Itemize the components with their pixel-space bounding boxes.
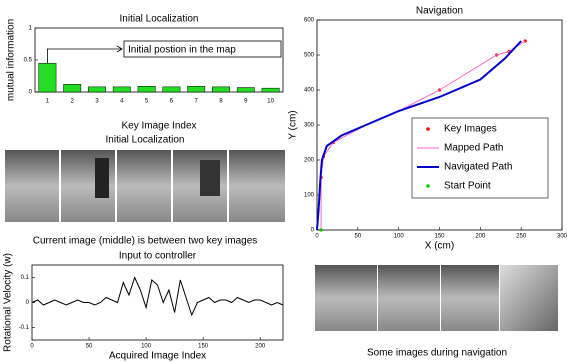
x-tick-label: 50 [354, 234, 361, 240]
legend-box [411, 117, 549, 199]
legend-label: Key Images [444, 124, 497, 135]
legend-marker [426, 184, 430, 188]
y-tick-label: 0 [311, 228, 315, 234]
x-tick-label: 50 [86, 344, 93, 350]
bar [236, 87, 255, 93]
x-tick-label: 8 [219, 99, 223, 105]
y-axis-label: Y (cm) [288, 110, 299, 139]
bar [261, 87, 280, 93]
x-tick-label: 100 [141, 344, 152, 350]
line [316, 40, 522, 231]
y-tick-label: 600 [304, 18, 315, 24]
annotation: Initial postion in the map [128, 45, 236, 56]
strip-title: Initial Localization [106, 135, 185, 146]
nav-images [315, 265, 558, 331]
x-tick-label: 0 [315, 234, 319, 240]
bar [112, 86, 131, 93]
y-tick-label: 200 [304, 158, 315, 164]
y-axis-label: Rotational Velocity (w) [3, 253, 14, 352]
y-tick-label: 0.5 [24, 58, 33, 64]
x-tick-label: 150 [198, 344, 209, 350]
annotation-box [123, 40, 282, 58]
x-tick-label: 1 [46, 99, 50, 105]
chart-title: Initial Localization [120, 14, 199, 25]
x-tick-label: 5 [145, 99, 149, 105]
legend-label: Start Point [444, 181, 491, 192]
marker [319, 228, 323, 232]
bar [187, 85, 206, 93]
x-tick-label: 100 [394, 234, 405, 240]
x-tick-label: 200 [255, 344, 266, 350]
x-axis-label: Key Image Index [121, 121, 196, 132]
x-axis-label: X (cm) [425, 241, 454, 252]
x-tick-label: 0 [30, 344, 34, 350]
bar [162, 86, 181, 93]
x-tick-label: 9 [244, 99, 248, 105]
y-tick-label: 100 [304, 193, 315, 199]
x-tick-label: 250 [516, 234, 527, 240]
x-tick-label: 3 [95, 99, 99, 105]
chart-title: Input to controller [119, 251, 197, 262]
x-tick-label: 150 [434, 234, 445, 240]
annotation-arrow [47, 45, 123, 64]
y-tick-label: 400 [304, 88, 315, 94]
y-tick-label: 300 [304, 123, 315, 129]
strip-caption: Current image (middle) is between two ke… [33, 236, 258, 247]
x-tick-label: 2 [71, 99, 75, 105]
bar [63, 84, 82, 93]
bar [38, 62, 57, 93]
x-axis-label: Acquired Image Index [109, 351, 206, 362]
legend-label: Navigated Path [444, 162, 512, 173]
plot-frame [34, 27, 284, 93]
legend-marker [426, 127, 430, 131]
x-tick-label: 10 [267, 99, 274, 105]
y-tick-label: 500 [304, 53, 315, 59]
x-tick-label: 7 [195, 99, 199, 105]
bar [137, 85, 156, 93]
chart-title: Navigation [416, 6, 463, 17]
line [31, 276, 284, 317]
y-tick-label: 0.1 [21, 275, 30, 281]
image-strip [5, 150, 285, 222]
x-tick-label: 4 [120, 99, 124, 105]
plot-frame [31, 264, 284, 341]
x-tick-label: 300 [557, 234, 567, 240]
x-tick-label: 6 [170, 99, 174, 105]
y-tick-label: -0.1 [19, 325, 30, 331]
bar [88, 86, 106, 93]
y-tick-label: 1 [29, 26, 33, 32]
y-axis-label: mutual information [6, 19, 17, 101]
y-tick-label: 0 [26, 300, 30, 306]
nav-caption: Some images during navigation [367, 348, 507, 359]
x-tick-label: 200 [475, 234, 486, 240]
bar [212, 86, 230, 93]
y-tick-label: 0 [29, 90, 33, 96]
legend-label: Mapped Path [444, 143, 504, 154]
